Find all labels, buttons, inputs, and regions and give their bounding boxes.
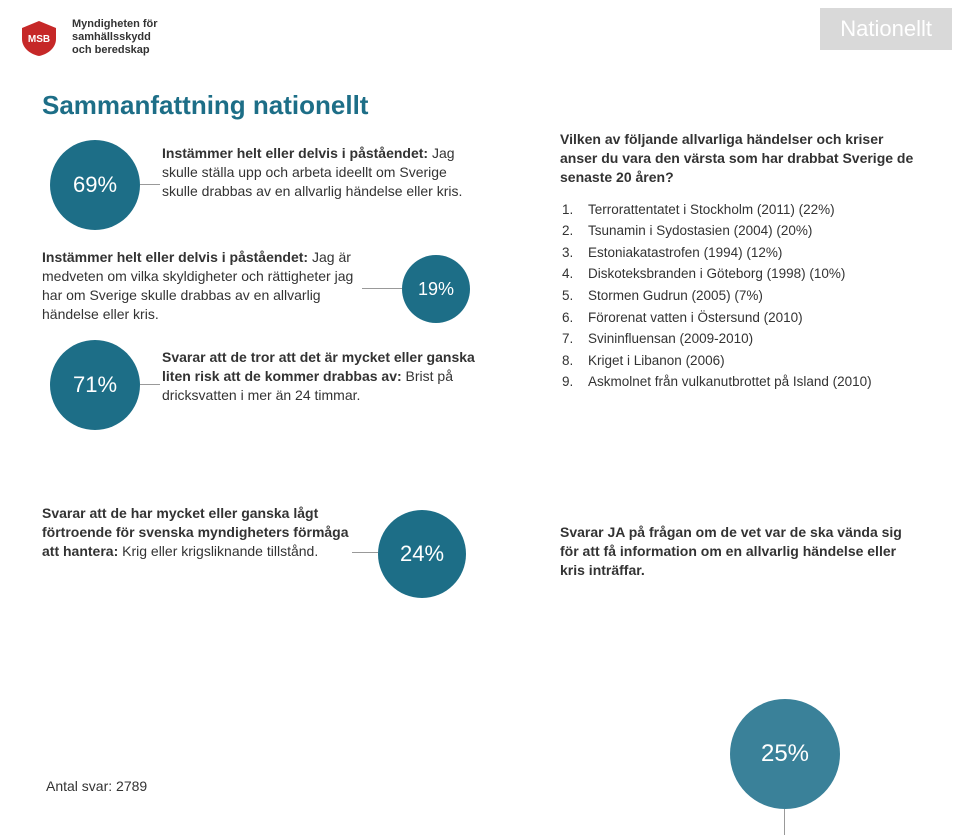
stat-circle-25: 25% (730, 699, 840, 809)
connector (352, 552, 378, 553)
msb-logo: MSB Myndigheten för samhällsskydd och be… (16, 18, 158, 58)
nationellt-badge: Nationellt (820, 8, 952, 50)
list-text: Tsunamin i Sydostasien (2004) (20%) (588, 220, 812, 242)
stat-circle-24: 24% (378, 510, 466, 598)
list-num: 9. (562, 371, 578, 393)
connector (362, 288, 402, 289)
logo-line2: samhällsskydd (72, 31, 158, 44)
list-item: 3. Estoniakatastrofen (1994) (12%) (562, 242, 920, 264)
list-item: 7. Svininfluensan (2009-2010) (562, 328, 920, 350)
antal-svar-text: Antal svar: 2789 (46, 778, 147, 794)
list-num: 3. (562, 242, 578, 264)
stat-24-value: 24% (400, 541, 444, 567)
stat-19-value: 19% (418, 279, 454, 300)
logo-line3: och beredskap (72, 44, 158, 57)
list-item: 2. Tsunamin i Sydostasien (2004) (20%) (562, 220, 920, 242)
stat-19-text: Instämmer helt eller delvis i påståendet… (42, 248, 362, 324)
right-question-text: Vilken av följande allvarliga händelser … (560, 131, 913, 185)
right-footer-text: Svarar JA på frågan om de vet var de ska… (560, 524, 902, 578)
right-question: Vilken av följande allvarliga händelser … (560, 130, 920, 187)
list-text: Askmolnet från vulkanutbrottet på Island… (588, 371, 872, 393)
msb-logo-icon: MSB (16, 19, 62, 57)
list-num: 5. (562, 285, 578, 307)
logo-line1: Myndigheten för (72, 18, 158, 31)
connector (140, 184, 160, 185)
list-text: Kriget i Libanon (2006) (588, 350, 725, 372)
stat-circle-19: 19% (402, 255, 470, 323)
list-num: 7. (562, 328, 578, 350)
list-text: Terrorattentatet i Stockholm (2011) (22%… (588, 199, 835, 221)
list-num: 6. (562, 307, 578, 329)
msb-logo-text: Myndigheten för samhällsskydd och bereds… (72, 18, 158, 58)
list-item: 1. Terrorattentatet i Stockholm (2011) (2… (562, 199, 920, 221)
stat-circle-71: 71% (50, 340, 140, 430)
stat-69-lead: Instämmer helt eller delvis i påståendet… (162, 145, 432, 161)
list-item: 6. Förorenat vatten i Östersund (2010) (562, 307, 920, 329)
stat-25-value: 25% (761, 740, 809, 768)
right-footer: Svarar JA på frågan om de vet var de ska… (560, 523, 920, 580)
page-title: Sammanfattning nationellt (42, 90, 368, 121)
stat-circle-69: 69% (50, 140, 140, 230)
list-text: Stormen Gudrun (2005) (7%) (588, 285, 763, 307)
list-item: 4. Diskoteksbranden i Göteborg (1998) (10… (562, 263, 920, 285)
stat-19-lead: Instämmer helt eller delvis i påståendet… (42, 249, 312, 265)
list-num: 8. (562, 350, 578, 372)
stat-71-value: 71% (73, 372, 117, 398)
stat-24-rest: Krig eller krigsliknande tillstånd. (122, 543, 318, 559)
antal-svar: Antal svar: 2789 (46, 778, 147, 794)
page-title-text: Sammanfattning nationellt (42, 90, 368, 120)
list-text: Estoniakatastrofen (1994) (12%) (588, 242, 782, 264)
list-item: 5. Stormen Gudrun (2005) (7%) (562, 285, 920, 307)
right-list: 1. Terrorattentatet i Stockholm (2011) (2… (562, 199, 920, 393)
list-item: 8. Kriget i Libanon (2006) (562, 350, 920, 372)
stat-69-text: Instämmer helt eller delvis i påståendet… (162, 144, 482, 201)
svg-text:MSB: MSB (28, 34, 50, 45)
stat-24-text: Svarar att de har mycket eller ganska lå… (42, 504, 352, 561)
connector (784, 809, 785, 835)
connector (140, 384, 160, 385)
list-text: Diskoteksbranden i Göteborg (1998) (10%) (588, 263, 845, 285)
list-text: Förorenat vatten i Östersund (2010) (588, 307, 803, 329)
right-column: Vilken av följande allvarliga händelser … (560, 130, 920, 580)
list-num: 1. (562, 199, 578, 221)
stat-71-text: Svarar att de tror att det är mycket ell… (162, 348, 482, 405)
stat-69-value: 69% (73, 172, 117, 198)
list-text: Svininfluensan (2009-2010) (588, 328, 753, 350)
list-num: 4. (562, 263, 578, 285)
list-item: 9. Askmolnet från vulkanutbrottet på Isla… (562, 371, 920, 393)
list-num: 2. (562, 220, 578, 242)
nationellt-label: Nationellt (840, 16, 932, 41)
